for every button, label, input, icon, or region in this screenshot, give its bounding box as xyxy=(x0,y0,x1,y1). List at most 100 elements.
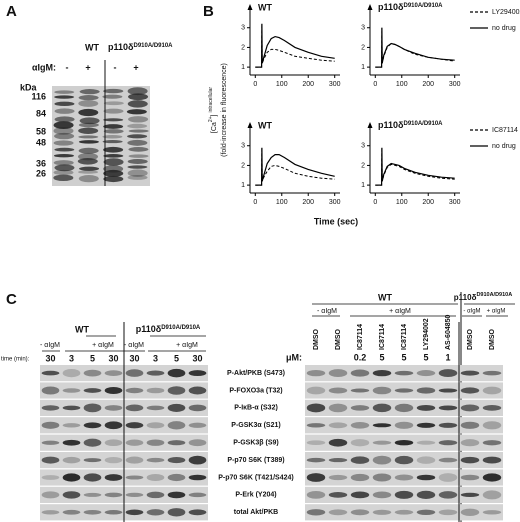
band xyxy=(104,405,123,411)
band xyxy=(306,423,326,428)
band xyxy=(78,170,99,174)
x-tick-label: 200 xyxy=(302,81,314,88)
legend-label: LY294002 xyxy=(492,9,520,16)
band xyxy=(83,458,102,463)
bracket xyxy=(312,303,515,317)
band xyxy=(188,439,207,447)
time-value: 5 xyxy=(90,353,95,363)
band xyxy=(62,509,81,515)
band xyxy=(416,370,436,377)
band xyxy=(350,509,370,516)
row-label: P-Erk (Y204) xyxy=(235,492,276,499)
time-value: 30 xyxy=(45,353,55,363)
band xyxy=(328,422,348,429)
band xyxy=(350,405,370,411)
treatment-label: + αIgM xyxy=(487,309,506,315)
band xyxy=(188,474,207,481)
band xyxy=(188,386,207,395)
marker-label: 116 xyxy=(31,91,46,101)
band xyxy=(127,87,148,96)
band xyxy=(103,154,124,158)
band xyxy=(350,491,370,499)
band xyxy=(104,474,123,481)
band xyxy=(41,405,60,411)
blot-strip xyxy=(305,417,503,434)
band xyxy=(482,440,502,446)
group-label: p110δD910A/D910A xyxy=(108,42,173,52)
band xyxy=(350,388,370,393)
label-part: [Ca xyxy=(211,122,218,133)
band xyxy=(125,509,144,516)
band xyxy=(127,174,148,180)
band xyxy=(394,421,414,429)
lane-label: + xyxy=(85,62,90,72)
x-tick-label: 200 xyxy=(422,199,434,206)
band xyxy=(416,404,436,411)
label-base: p110δ xyxy=(454,293,477,302)
band xyxy=(53,160,74,166)
lane-label: IC87114 xyxy=(357,324,364,350)
series-line xyxy=(375,147,455,186)
band xyxy=(328,387,348,394)
x-tick-label: 300 xyxy=(329,199,341,206)
band xyxy=(125,439,144,446)
band xyxy=(127,169,148,177)
band xyxy=(54,116,75,123)
band xyxy=(372,369,392,377)
band xyxy=(62,405,81,411)
band xyxy=(482,473,502,482)
band xyxy=(372,403,392,413)
panel-label: C xyxy=(6,291,17,308)
panel-label: B xyxy=(203,3,214,20)
band xyxy=(125,387,144,394)
x-tick-label: 300 xyxy=(329,81,341,88)
group-label: WT xyxy=(85,42,99,52)
group-label: p110δD910A/D910A xyxy=(454,292,512,302)
band xyxy=(41,475,60,480)
band xyxy=(83,492,102,497)
band xyxy=(54,90,75,94)
treatment-label: - αIgM xyxy=(40,342,60,349)
band xyxy=(53,126,74,135)
blot-strip xyxy=(305,469,503,486)
band xyxy=(41,510,60,515)
lane-label: - xyxy=(114,62,117,72)
treatment-label: + αIgM xyxy=(176,342,198,349)
band xyxy=(41,440,60,445)
band xyxy=(167,421,186,430)
band xyxy=(460,404,480,412)
band xyxy=(62,473,81,482)
band xyxy=(83,473,102,482)
band xyxy=(104,370,123,376)
band xyxy=(83,403,102,413)
band xyxy=(146,370,165,376)
y-tick-label: 2 xyxy=(361,44,365,51)
legend-label: IC87114 xyxy=(492,127,518,134)
band xyxy=(79,117,100,125)
band xyxy=(460,421,480,429)
lane-label: DMSO xyxy=(313,328,320,350)
band xyxy=(146,491,165,499)
y-tick-label: 3 xyxy=(241,25,245,32)
treatment-label: - αIgM xyxy=(124,342,144,349)
band xyxy=(125,492,144,498)
band xyxy=(350,473,370,482)
band xyxy=(438,457,458,463)
time-value: 3 xyxy=(153,353,158,363)
band xyxy=(350,439,370,447)
band xyxy=(127,134,148,139)
band xyxy=(460,492,480,498)
band xyxy=(128,93,149,101)
band xyxy=(188,492,207,498)
band xyxy=(103,118,124,122)
panel-label: A xyxy=(6,3,17,20)
dose-value: 5 xyxy=(401,352,406,362)
time-value: 30 xyxy=(192,353,202,363)
band xyxy=(54,164,75,172)
band xyxy=(146,405,165,411)
band xyxy=(125,456,144,464)
chart-title: WT xyxy=(258,2,272,12)
band xyxy=(103,108,124,114)
y-tick-label: 2 xyxy=(241,162,245,169)
